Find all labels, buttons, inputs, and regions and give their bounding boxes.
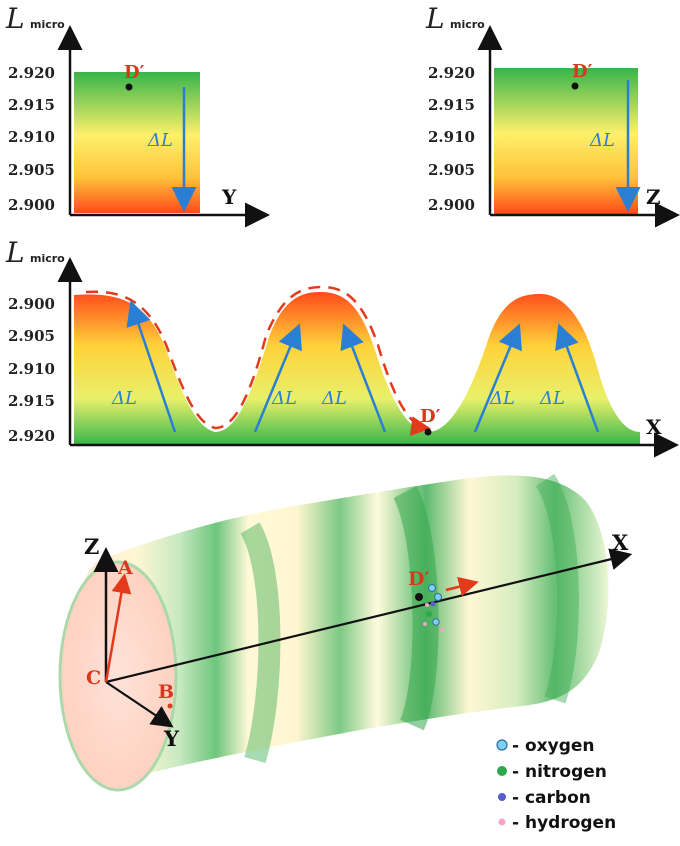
plot-x-delta-arrow [253,323,302,433]
oxygen-atom-icon [496,739,508,751]
hydrogen-atom-icon [423,622,427,626]
plot-z-ylabel-sub: micro [450,18,485,31]
plot-y-ylabel-sub: micro [30,18,65,31]
plot-z-gradient [494,68,638,214]
legend-label: - hydrogen [512,813,616,833]
tube-ring [393,486,439,731]
tube-ring [535,473,579,704]
tube-ring [240,522,281,764]
plot-x: L micro 2.900 2.905 2.910 2.915 2.920 X … [5,236,679,458]
hydrogen-atom-icon [440,628,444,632]
plot-x-delta-label: ΔL [489,388,515,409]
plot-y-axis-label: Y [221,185,237,209]
oxygen-atom-icon [428,584,436,592]
plot-y-ylabel: L [5,2,25,35]
tube-body [71,475,609,782]
plot-x-point-label: D′ [420,406,441,427]
plot-x-delta-label: ΔL [321,388,347,409]
plot-x-delta-arrow [473,323,522,433]
plot-x-tick: 2.905 [8,327,55,345]
plot-y-tick: 2.900 [8,196,55,214]
tube-3d: Z X Y A B C D′ [58,473,633,792]
tube-axis-x-label: X [612,530,629,555]
legend-item-oxygen: - oxygen [496,736,595,756]
nitrogen-atom-icon [426,611,432,617]
legend-item-nitrogen: - nitrogen [497,762,607,782]
legend: - oxygen - nitrogen - carbon - hydrogen [496,736,616,833]
plot-y: L micro 2.920 2.915 2.910 2.905 2.900 Y … [5,2,270,228]
carbon-atom-icon [498,793,506,801]
tube-vector-ca [104,573,132,683]
legend-item-carbon: - carbon [498,788,591,808]
plot-x-delta-label: ΔL [111,388,137,409]
plot-z-tick: 2.920 [428,64,475,82]
plot-x-path-arrows [85,285,431,437]
legend-item-hydrogen: - hydrogen [498,813,616,833]
plot-x-ylabel-sub: micro [30,252,65,265]
molecule [423,584,444,632]
plot-x-delta-arrow [340,323,387,433]
oxygen-atom-icon [434,593,442,601]
tube-point-c-label: C [86,667,101,689]
nitrogen-atom-icon [497,766,507,776]
tube-point-d-label: D′ [408,568,430,590]
plot-x-tick: 2.920 [8,427,55,445]
plot-y-tick: 2.920 [8,64,55,82]
tube-point-a-label: A [117,557,133,579]
legend-label: - oxygen [512,736,595,756]
plot-x-delta-arrow [555,323,600,433]
tube-axis-z-label: Z [84,534,99,559]
oxygen-atom-icon [432,618,440,626]
plot-x-delta-label: ΔL [539,388,565,409]
plot-z-delta-label: ΔL [589,130,615,151]
plot-x-ylabel: L [5,236,25,269]
plot-z-tick: 2.900 [428,196,475,214]
carbon-atom-icon [430,601,436,607]
plot-x-profile [74,292,640,445]
tube-point-b-label: B [158,681,174,703]
hydrogen-atom-icon [498,818,506,826]
plot-z-tick: 2.905 [428,161,475,179]
plot-x-tick: 2.900 [8,295,55,313]
plot-x-tick: 2.910 [8,360,55,378]
plot-y-delta-label: ΔL [147,130,173,151]
plot-z-axis-label: Z [646,185,661,209]
plot-x-delta-label: ΔL [271,388,297,409]
plot-z: L micro 2.920 2.915 2.910 2.905 2.900 Z … [425,2,680,228]
plot-x-delta-arrow [126,300,177,433]
tube-end-cap [58,560,178,792]
plot-y-point-d [125,83,133,91]
plot-y-gradient [74,72,200,213]
tube-axis-x [105,548,633,684]
plot-z-tick: 2.910 [428,128,475,146]
tube-point-b [167,703,173,709]
tube-axis-y-label: Y [163,726,180,751]
legend-label: - carbon [512,788,591,808]
plot-x-axis-label: X [646,415,662,439]
tube-axis-y [105,681,174,728]
hydrogen-atom-icon [425,603,429,607]
plot-y-point-label: D′ [124,62,145,83]
plot-z-point-label: D′ [572,61,593,82]
tube-motion-arrow [445,576,479,597]
plot-y-tick: 2.905 [8,161,55,179]
plot-z-tick: 2.915 [428,96,475,114]
plot-z-point-d [571,82,579,90]
plot-x-point-d [424,428,432,436]
legend-label: - nitrogen [512,762,607,782]
plot-y-tick: 2.910 [8,128,55,146]
plot-x-tick: 2.915 [8,392,55,410]
plot-z-ylabel: L [425,2,445,35]
tube-point-d [415,593,423,601]
plot-y-tick: 2.915 [8,96,55,114]
